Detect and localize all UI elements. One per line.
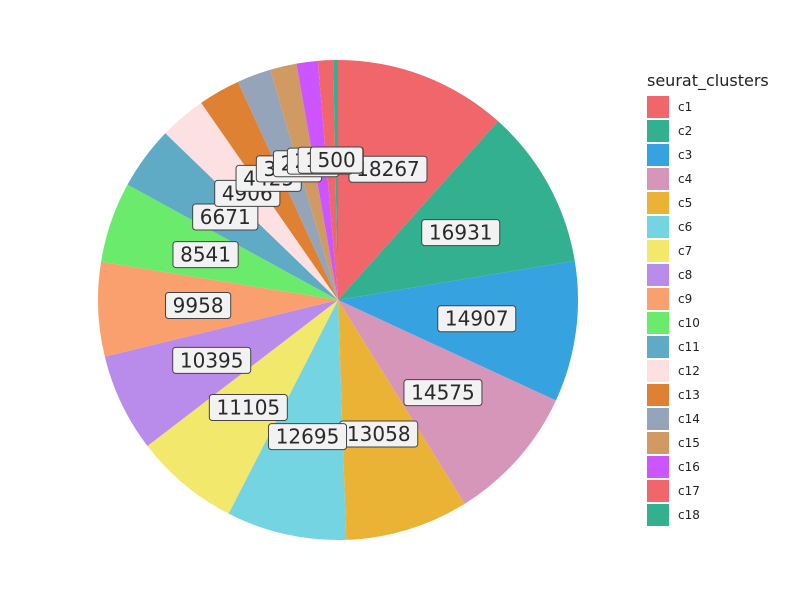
slice-label-text-c6: 12695 xyxy=(276,425,340,449)
legend-swatch-c3 xyxy=(647,144,669,166)
legend-swatch-c2 xyxy=(647,120,669,142)
slice-label-text-c9: 9958 xyxy=(173,293,224,317)
legend-label-c7: c7 xyxy=(678,244,692,258)
slice-label-c4: 14575 xyxy=(403,379,483,407)
legend-label-c2: c2 xyxy=(678,124,692,138)
slice-label-text-c10: 8541 xyxy=(180,243,231,267)
slice-label-text-c5: 13058 xyxy=(347,422,411,446)
slice-label-box-c2 xyxy=(421,219,501,247)
legend-label-c17: c17 xyxy=(678,484,700,498)
legend-swatch-c1 xyxy=(647,96,669,118)
legend-label-c9: c9 xyxy=(678,292,692,306)
pie-slice-c6 xyxy=(228,300,347,540)
legend-swatch-c9 xyxy=(647,288,669,310)
legend-swatch-c11 xyxy=(647,336,669,358)
slice-label-c3: 14907 xyxy=(437,305,517,333)
legend-swatch-c13 xyxy=(647,384,669,406)
legend-label-c11: c11 xyxy=(678,340,700,354)
legend-label-c6: c6 xyxy=(678,220,692,234)
slice-label-c1: 18267 xyxy=(348,155,428,183)
slice-label-text-c2: 16931 xyxy=(429,221,493,245)
legend: seurat_clusters c1 c2 c3 c4 c5 c6 c7 c8 c9 c10 c11… xyxy=(647,71,769,526)
legend-swatch-c17 xyxy=(647,480,669,502)
slice-label-box-c9 xyxy=(165,291,232,319)
slice-label-box-c3 xyxy=(437,305,517,333)
slice-label-c7: 11105 xyxy=(208,394,288,422)
slice-label-text-c11: 6671 xyxy=(200,205,251,229)
legend-label-c15: c15 xyxy=(678,436,700,450)
slice-label-box-c6 xyxy=(268,423,348,451)
legend-label-c12: c12 xyxy=(678,364,700,378)
legend-label-c5: c5 xyxy=(678,196,692,210)
slice-label-text-c7: 11105 xyxy=(217,396,281,420)
slice-label-box-c8 xyxy=(172,346,252,374)
legend-items: c1 c2 c3 c4 c5 c6 c7 c8 c9 c10 c11 c12 c13 c14 c15 c16 c… xyxy=(647,96,700,526)
slice-label-text-c3: 14907 xyxy=(445,307,509,331)
legend-label-c14: c14 xyxy=(678,412,700,426)
legend-swatch-c15 xyxy=(647,432,669,454)
pie-slice-c18 xyxy=(333,60,338,300)
slice-label-c10: 8541 xyxy=(172,241,239,269)
slice-label-c6: 12695 xyxy=(268,423,348,451)
legend-title: seurat_clusters xyxy=(647,71,769,91)
legend-label-c8: c8 xyxy=(678,268,692,282)
slice-label-text-c1: 18267 xyxy=(356,157,420,181)
legend-swatch-c6 xyxy=(647,216,669,238)
legend-swatch-c12 xyxy=(647,360,669,382)
pie-slice-c17 xyxy=(317,60,338,301)
legend-swatch-c18 xyxy=(647,504,669,526)
slice-label-c2: 16931 xyxy=(421,219,501,247)
slice-label-c9: 9958 xyxy=(165,291,232,319)
slice-label-box-c18 xyxy=(309,146,364,174)
slice-label-c5: 13058 xyxy=(339,420,419,448)
slices-layer xyxy=(98,60,578,540)
slice-label-c18: 500 xyxy=(309,146,364,174)
legend-swatch-c10 xyxy=(647,312,669,334)
legend-swatch-c14 xyxy=(647,408,669,430)
slice-label-box-c10 xyxy=(172,241,239,269)
slice-label-text-c18: 500 xyxy=(318,148,356,172)
slice-label-text-c4: 14575 xyxy=(411,381,475,405)
pie-slice-c2 xyxy=(338,121,575,300)
slice-label-box-c4 xyxy=(403,379,483,407)
legend-swatch-c16 xyxy=(647,456,669,478)
slice-label-c11: 6671 xyxy=(192,203,259,231)
legend-swatch-c5 xyxy=(647,192,669,214)
legend-label-c10: c10 xyxy=(678,316,700,330)
pie-slice-c5 xyxy=(338,300,465,540)
legend-label-c13: c13 xyxy=(678,388,700,402)
legend-swatch-c7 xyxy=(647,240,669,262)
legend-swatch-c8 xyxy=(647,264,669,286)
slice-label-text-c8: 10395 xyxy=(180,348,244,372)
legend-label-c16: c16 xyxy=(678,460,700,474)
legend-label-c1: c1 xyxy=(678,100,692,114)
legend-swatch-c4 xyxy=(647,168,669,190)
legend-label-c18: c18 xyxy=(678,508,700,522)
legend-label-c4: c4 xyxy=(678,172,692,186)
slice-label-box-c7 xyxy=(208,394,288,422)
legend-label-c3: c3 xyxy=(678,148,692,162)
slice-label-c8: 10395 xyxy=(172,346,252,374)
